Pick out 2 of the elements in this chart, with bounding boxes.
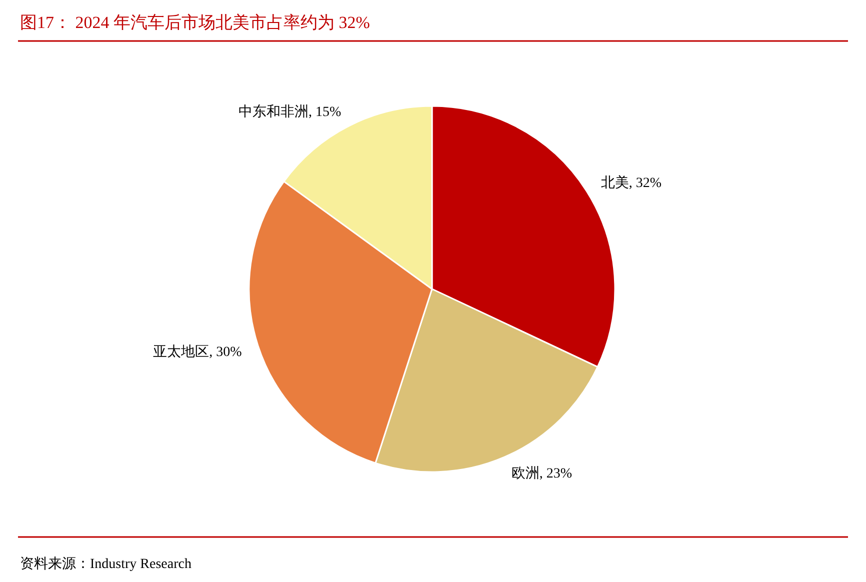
annotation: 资料来源：Industry Research xyxy=(20,557,192,572)
title: 图17： 2024 年汽车后市场北美市占率约为 32% xyxy=(20,13,370,32)
